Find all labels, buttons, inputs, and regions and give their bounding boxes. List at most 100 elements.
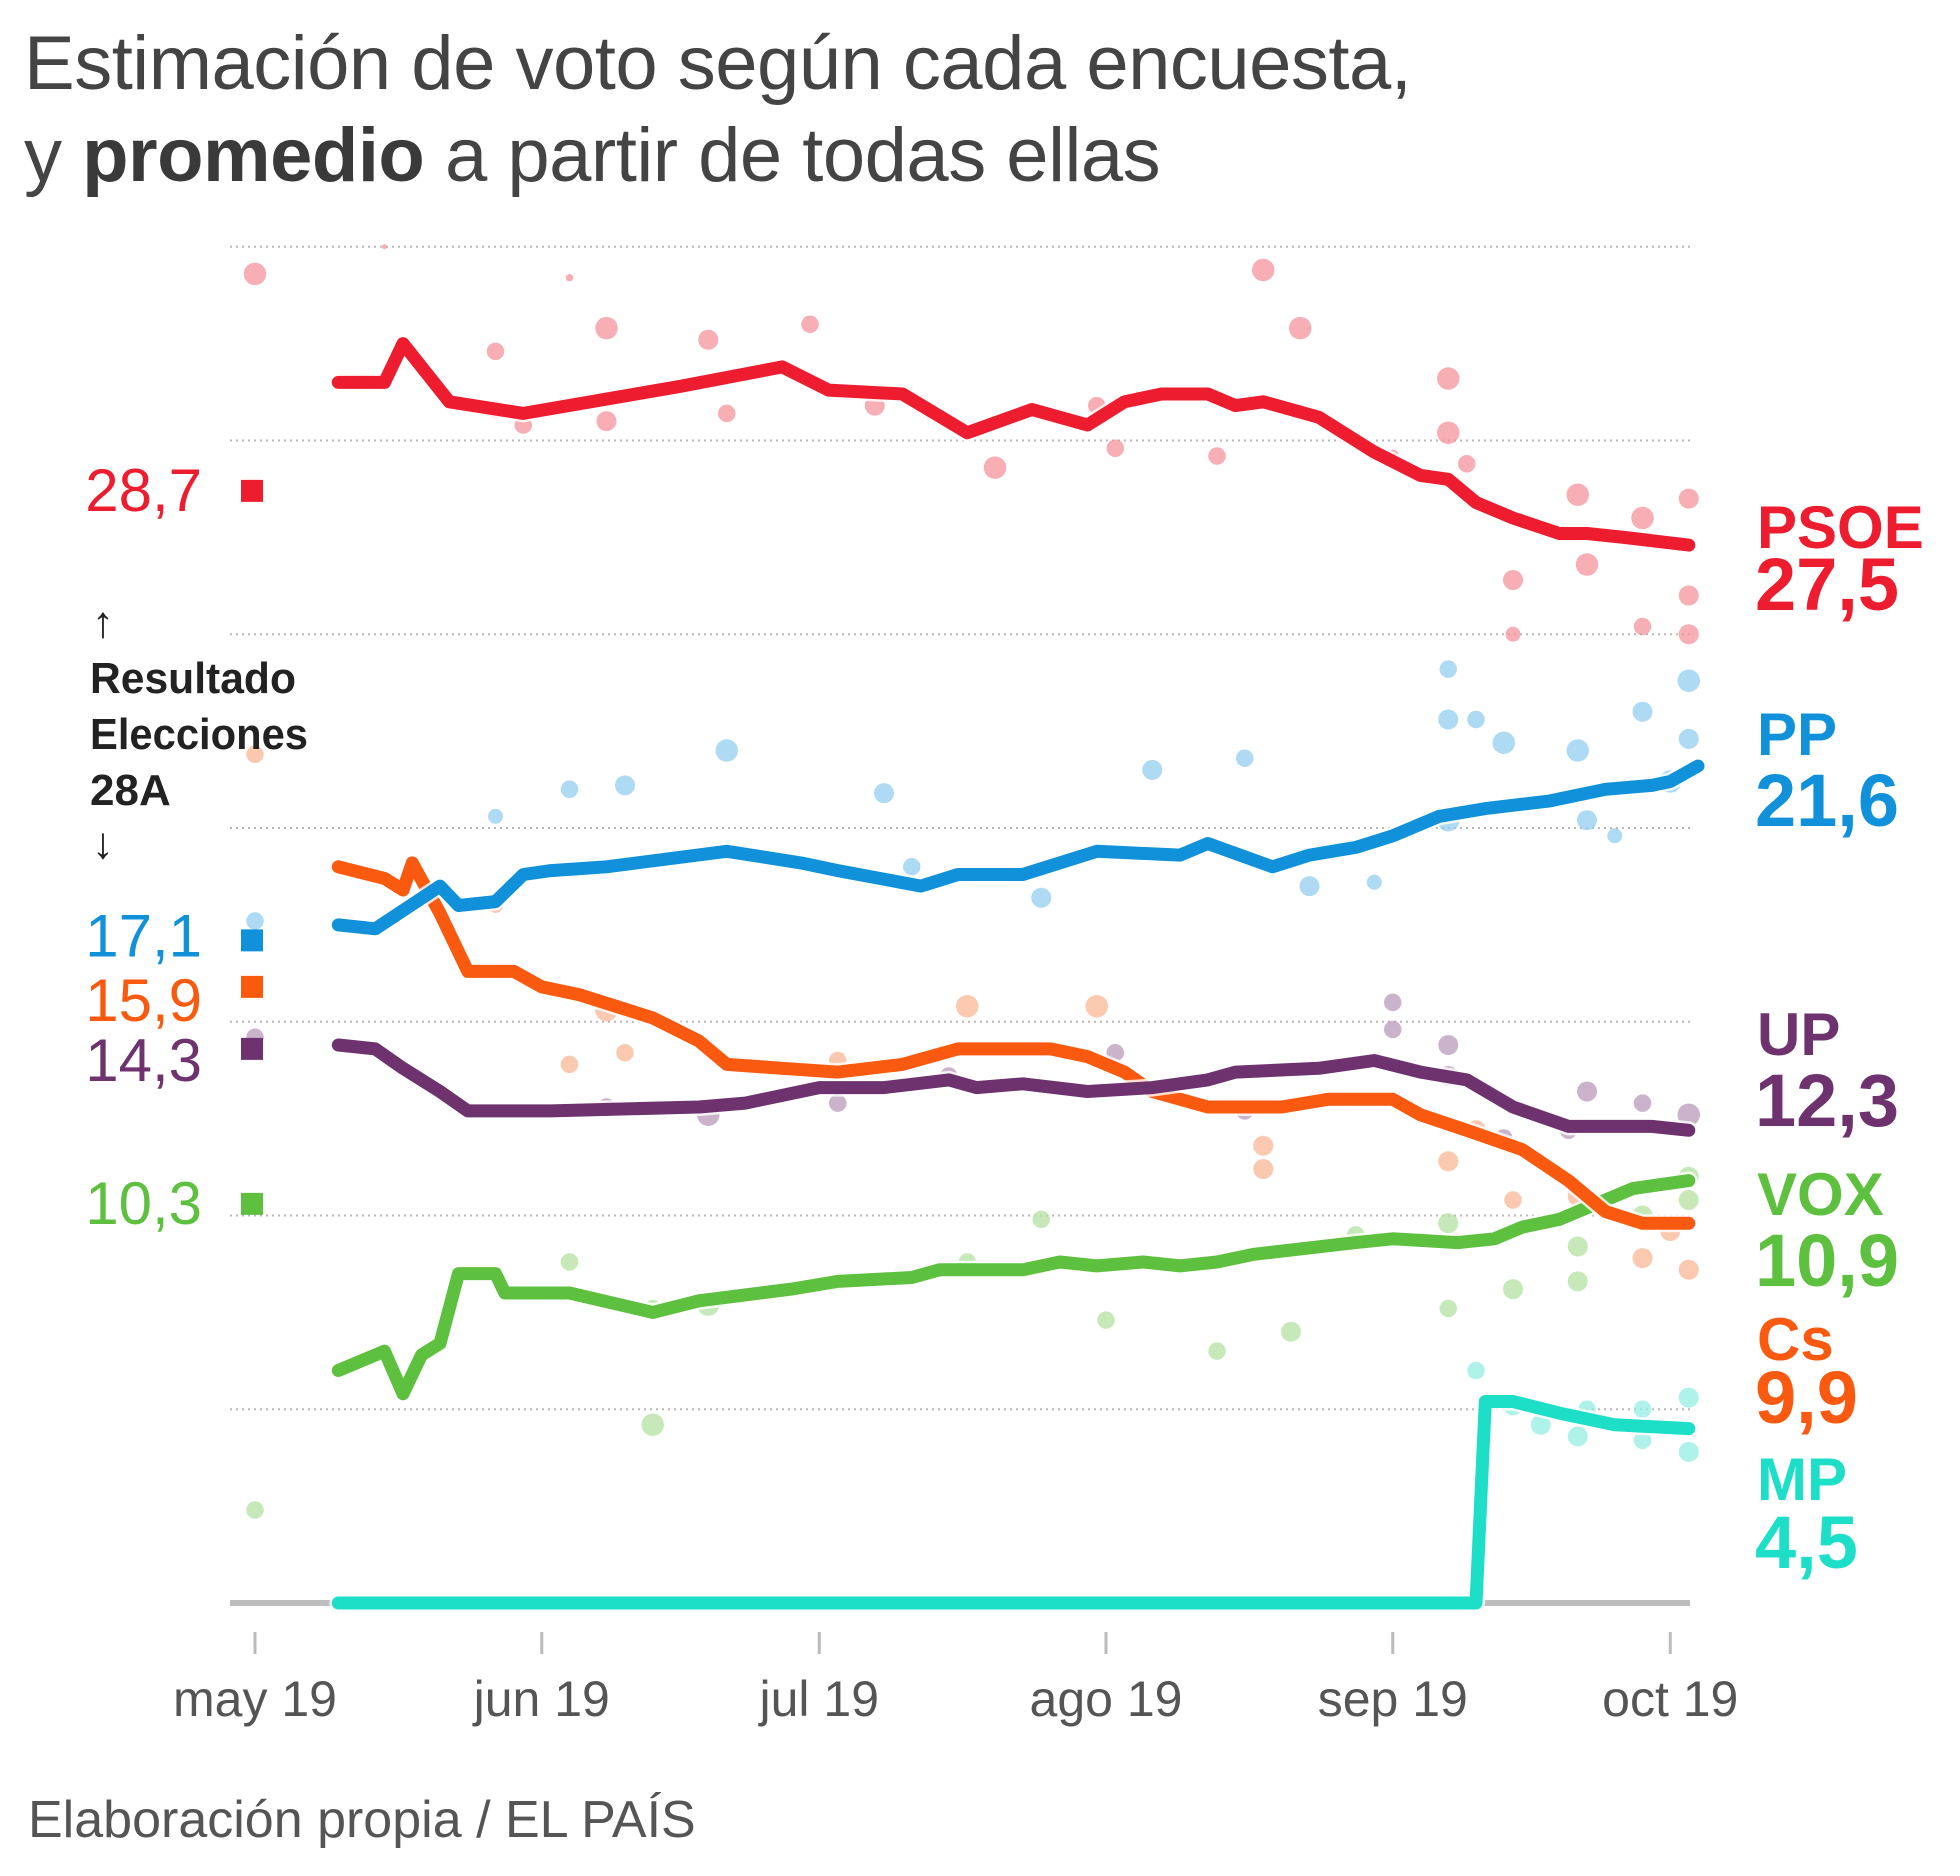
poll-dot-psoe bbox=[1437, 367, 1460, 390]
series-name-pp: PP bbox=[1757, 701, 1837, 768]
poll-dot-cs bbox=[560, 1055, 579, 1074]
x-tick-label: jul 19 bbox=[757, 1671, 879, 1727]
result-label-vox: 10,3 bbox=[85, 1170, 202, 1237]
result-label-up: 14,3 bbox=[85, 1027, 202, 1094]
result-label-cs: 15,9 bbox=[85, 967, 202, 1034]
poll-dot-pp bbox=[1299, 876, 1320, 897]
poll-dot-pp bbox=[903, 858, 921, 876]
poll-dot-pp bbox=[1366, 874, 1382, 890]
poll-dot-psoe bbox=[801, 315, 819, 333]
poll-dot-psoe bbox=[382, 244, 387, 250]
poll-dot-cs bbox=[1085, 995, 1108, 1018]
poll-dot-vox bbox=[1439, 1299, 1457, 1318]
poll-dot-psoe bbox=[1678, 624, 1699, 645]
poll-dot-up bbox=[829, 1094, 847, 1112]
title-line-2: y promedio a partir de todas ellas bbox=[24, 110, 1411, 202]
poll-dot-vox bbox=[1032, 1210, 1050, 1229]
title-suffix: a partir de todas ellas bbox=[424, 113, 1161, 198]
x-tick-label: may 19 bbox=[173, 1671, 337, 1727]
poll-dot-vox bbox=[560, 1253, 579, 1271]
series-name-up: UP bbox=[1757, 1001, 1840, 1068]
poll-dot-mp bbox=[1467, 1361, 1485, 1380]
average-lines bbox=[329, 334, 1707, 1612]
poll-dot-psoe bbox=[1678, 585, 1699, 606]
poll-dot-psoe bbox=[1458, 455, 1476, 473]
annotation-line-2: Elecciones bbox=[90, 710, 308, 759]
poll-dot-psoe bbox=[565, 274, 574, 282]
poll-dot-cs bbox=[616, 1044, 634, 1062]
poll-dot-cs bbox=[1632, 1248, 1653, 1269]
poll-dot-mp bbox=[1633, 1400, 1652, 1418]
average-line-halo-psoe bbox=[329, 334, 1698, 555]
poll-dot-pp bbox=[1577, 810, 1597, 831]
poll-dot-psoe bbox=[486, 342, 505, 361]
series-last-value-psoe: 27,5 bbox=[1755, 543, 1899, 626]
election-results: 28,7 17,115,914,3 10,3 bbox=[85, 457, 263, 1237]
annotation-line-3: 28A bbox=[90, 766, 171, 815]
poll-dot-cs bbox=[246, 745, 264, 764]
poll-dot-vox bbox=[1503, 1279, 1523, 1300]
poll-dot-psoe bbox=[698, 329, 719, 350]
poll-dot-cs bbox=[1253, 1159, 1274, 1179]
poll-dot-vox bbox=[1281, 1321, 1301, 1342]
poll-dot-cs bbox=[1253, 1135, 1274, 1156]
average-line-cs bbox=[331, 856, 1696, 1230]
x-tick-labels: may 19 jun 19 jul 19 ago 19 sep 19 oct 19 bbox=[173, 1671, 1738, 1727]
poll-dot-psoe bbox=[718, 404, 736, 423]
series-last-value-pp: 21,6 bbox=[1755, 759, 1899, 842]
poll-dot-psoe bbox=[596, 411, 617, 432]
average-line-vox bbox=[331, 1174, 1696, 1401]
result-marker-cs bbox=[241, 975, 263, 998]
chart-title: Estimación de voto según cada encuesta, … bbox=[24, 18, 1412, 202]
poll-dot-pp bbox=[246, 912, 264, 930]
poll-dot-psoe bbox=[1575, 553, 1599, 576]
poll-dot-psoe bbox=[1252, 258, 1275, 282]
poll-dot-mp bbox=[1678, 1387, 1699, 1408]
poll-dot-up bbox=[1633, 1094, 1652, 1112]
poll-dot-up bbox=[1577, 1081, 1597, 1102]
poll-dot-vox bbox=[1438, 1213, 1459, 1234]
poll-dot-vox bbox=[641, 1413, 664, 1436]
poll-dot-psoe bbox=[1503, 570, 1523, 590]
poll-dot-pp bbox=[1142, 759, 1163, 780]
series-name-cs: Cs bbox=[1757, 1306, 1834, 1373]
poll-dot-psoe bbox=[1633, 617, 1652, 636]
poll-dot-pp bbox=[1678, 728, 1699, 749]
poll-dot-up bbox=[1384, 1020, 1402, 1039]
x-tick-label: ago 19 bbox=[1030, 1671, 1183, 1727]
poll-dot-cs bbox=[956, 995, 979, 1018]
poll-dot-psoe bbox=[243, 262, 267, 286]
poll-dot-vox bbox=[1208, 1342, 1226, 1360]
poll-dot-mp bbox=[1633, 1431, 1652, 1449]
result-label-pp: 17,1 bbox=[85, 902, 202, 969]
annotation-line-1: Resultado bbox=[90, 654, 296, 703]
series-name-vox: VOX bbox=[1757, 1161, 1884, 1228]
poll-dot-up bbox=[1384, 993, 1402, 1012]
poll-dot-vox bbox=[246, 1501, 264, 1519]
poll-dot-vox bbox=[1567, 1236, 1588, 1257]
average-line-up bbox=[331, 1038, 1696, 1137]
title-bold-word: promedio bbox=[82, 113, 425, 198]
result-marker-psoe bbox=[241, 479, 263, 502]
poll-dot-mp bbox=[1530, 1414, 1551, 1435]
series-last-value-vox: 10,9 bbox=[1755, 1219, 1899, 1302]
source-credit: Elaboración propia / EL PAÍS bbox=[28, 1791, 696, 1849]
poll-dot-pp bbox=[715, 739, 738, 762]
poll-dot-pp bbox=[1031, 887, 1052, 908]
average-line-pp bbox=[331, 759, 1705, 936]
poll-dot-cs bbox=[1504, 1191, 1522, 1209]
poll-dot-pp bbox=[1236, 749, 1254, 767]
poll-dot-psoe bbox=[1437, 421, 1460, 444]
result-marker-pp bbox=[241, 929, 263, 952]
arrow-down-icon: ↓ bbox=[92, 819, 114, 868]
poll-dot-cs bbox=[1438, 1151, 1459, 1172]
result-marker-up bbox=[241, 1037, 263, 1060]
poll-dot-psoe bbox=[1566, 483, 1589, 506]
average-line-halo-pp bbox=[329, 757, 1707, 938]
poll-dot-psoe bbox=[1505, 626, 1521, 642]
result-marker-vox bbox=[241, 1192, 263, 1215]
poll-dot-vox bbox=[1678, 1190, 1699, 1210]
x-tick-label: jun 19 bbox=[472, 1671, 610, 1727]
poll-dot-pp bbox=[1632, 701, 1653, 722]
